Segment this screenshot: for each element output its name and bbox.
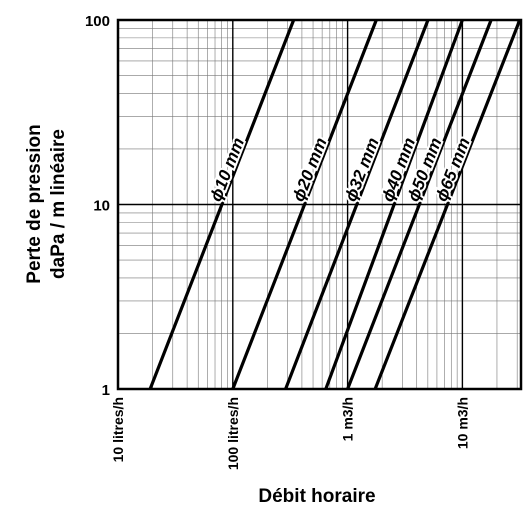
x-tick-label: 10 m3/h (454, 397, 470, 449)
series-label-1: ϕ20 mm (289, 135, 331, 204)
x-tick-label: 1 m3/h (340, 397, 356, 441)
x-tick-label: 100 litres/h (225, 397, 241, 470)
series-lines (148, 19, 522, 390)
series-line-0 (148, 19, 296, 390)
x-tick-label: 10 litres/h (110, 397, 126, 462)
y-axis-title-line1: Perte de pression (24, 124, 45, 283)
series-line-3 (324, 19, 464, 390)
series-line-2 (284, 19, 430, 390)
series-line-5 (373, 19, 522, 390)
series-line-1 (231, 19, 378, 390)
major-grid (118, 20, 521, 389)
series-label-0: ϕ10 mm (206, 135, 248, 204)
series-line-4 (346, 19, 493, 390)
y-tick-label: 10 (93, 198, 110, 215)
y-tick-labels: 1 10 100 (85, 13, 110, 399)
x-tick-labels: 10 litres/h 100 litres/h 1 m3/h 10 m3/h (110, 397, 470, 470)
plot-frame (116, 18, 523, 391)
y-axis-title-line2: daPa / m linéaire (48, 129, 69, 279)
y-tick-label: 100 (85, 13, 110, 30)
x-axis-title: Débit horaire (258, 486, 375, 507)
y-tick-label: 1 (102, 382, 110, 399)
